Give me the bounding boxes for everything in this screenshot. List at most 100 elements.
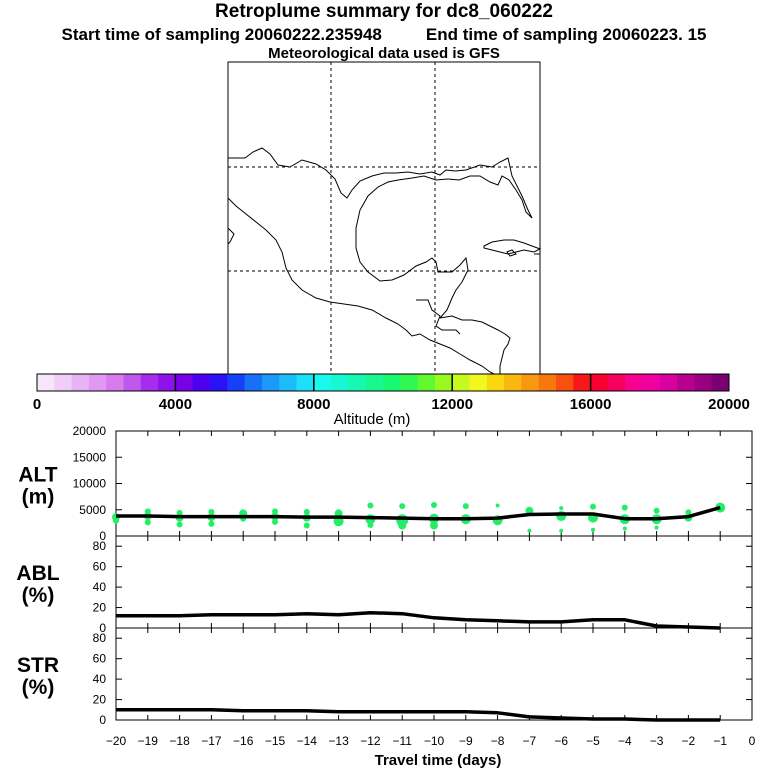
altitude-point (590, 503, 596, 510)
alt-series-line (116, 505, 721, 521)
coastlines (227, 147, 542, 375)
altitude-point (367, 521, 374, 528)
colorbar-swatch (556, 374, 574, 391)
colorbar-swatch (642, 374, 661, 391)
x-tick-label: −15 (265, 734, 286, 748)
colorbar-swatch (313, 374, 332, 391)
cuba (483, 239, 542, 255)
altitude-point (272, 508, 278, 515)
altitude-point (591, 527, 595, 532)
x-tick-label: −9 (459, 734, 473, 748)
x-tick-label: −8 (491, 734, 505, 748)
colorbar-swatch (711, 374, 730, 391)
y-tick-label: 5000 (79, 503, 106, 517)
colorbar-frame (36, 373, 730, 392)
y-tick-label: 20000 (73, 424, 107, 438)
colorbar-swatch (331, 374, 349, 391)
end-time-label: End time of sampling 20060223. 15 (425, 25, 707, 44)
x-tick-label: −18 (169, 734, 190, 748)
x-tick-label: −3 (650, 734, 664, 748)
colorbar-tick-label: 16000 (570, 396, 612, 413)
altitude-point (303, 508, 310, 515)
x-tick-label: −20 (106, 734, 127, 748)
colorbar-swatch (54, 374, 72, 391)
colorbar-swatch (694, 374, 713, 391)
x-axis-label: Travel time (days) (375, 752, 502, 768)
colorbar-swatch (521, 374, 540, 391)
colorbar-tick-labels: 0 4000 8000 12000 16000 20000 (33, 396, 750, 413)
y-tick-label: 40 (93, 580, 107, 594)
colorbar-swatch (210, 374, 228, 391)
x-tick-label: −1 (713, 734, 727, 748)
colorbar-swatch (227, 374, 245, 391)
altitude-point (208, 508, 215, 515)
colorbar-tick-label: 20000 (708, 396, 750, 413)
y-tick-label: 20 (93, 601, 107, 615)
altitude-point (431, 502, 437, 509)
x-tick-label: −6 (554, 734, 568, 748)
colorbar-swatch (504, 374, 522, 391)
central-america-east (439, 315, 511, 374)
altitude-point (398, 521, 407, 530)
altitude-point (559, 528, 564, 533)
altitude-colorbar (36, 373, 730, 392)
altitude-point (399, 503, 406, 510)
y-tick-label: 20 (93, 693, 107, 707)
x-tick-label: −14 (297, 734, 318, 748)
colorbar-swatch (261, 374, 280, 391)
y-tick-label: 10000 (73, 477, 107, 491)
colorbar-swatch (538, 374, 557, 391)
altitude-point (208, 520, 215, 527)
altitude-point (559, 506, 564, 511)
colorbar-swatch (71, 374, 90, 391)
colorbar-label: Altitude (m) (334, 411, 411, 428)
baja-peninsula (227, 227, 235, 245)
colorbar-swatch (175, 374, 194, 391)
y-axis-label-top: STR (17, 654, 59, 677)
colorbar-swatch (244, 374, 263, 391)
x-tick-label: −10 (424, 734, 445, 748)
colorbar-swatch (486, 374, 505, 391)
x-tick-label: −16 (233, 734, 254, 748)
abl-series-line (116, 610, 721, 630)
gulf-coast-mexico (355, 175, 469, 319)
map-frame (227, 61, 541, 375)
y-tick-label: 80 (93, 631, 107, 645)
colorbar-swatch (417, 374, 436, 391)
altitude-point (685, 509, 692, 516)
x-tick-label: −11 (392, 734, 412, 748)
colorbar-swatch (434, 374, 453, 391)
map-panel (227, 61, 542, 375)
y-axis-label-top: ALT (18, 464, 57, 487)
y-axis-label-bottom: (m) (22, 486, 55, 509)
y-tick-label: 80 (93, 539, 107, 553)
colorbar-tick-label: 12000 (431, 396, 473, 413)
altitude-point (176, 521, 183, 528)
x-tick-label: 0 (749, 734, 756, 748)
guatemala-border (416, 299, 461, 335)
colorbar-swatch (192, 374, 211, 391)
panel-abl: 0 20 40 60 80 ABL(%) (16, 535, 753, 635)
chart-title: Retroplume summary for dc8_060222 (215, 1, 553, 22)
x-tick-label: −4 (618, 734, 632, 748)
y-tick-label: 40 (93, 672, 107, 686)
y-axis-label-bottom: (%) (22, 584, 55, 607)
sampling-times: Start time of sampling 20060222.235948 En… (0, 25, 768, 45)
colorbar-swatch (123, 374, 142, 391)
y-tick-label: 0 (99, 621, 106, 635)
colorbar-swatch (383, 374, 401, 391)
colorbar-swatch (279, 374, 297, 391)
altitude-point (527, 528, 532, 533)
altitude-point (367, 502, 374, 509)
colorbar-swatch (348, 374, 367, 391)
x-tick-label: −17 (201, 734, 222, 748)
colorbar-swatch (573, 374, 591, 391)
colorbar-swatch (677, 374, 695, 391)
colorbar-swatch (140, 374, 159, 391)
map-gridlines (228, 62, 540, 374)
colorbar-swatch (590, 374, 609, 391)
met-data-label: Meteorological data used is GFS (268, 45, 500, 62)
colorbar-swatch (469, 374, 488, 391)
colorbar-swatch (607, 374, 626, 391)
